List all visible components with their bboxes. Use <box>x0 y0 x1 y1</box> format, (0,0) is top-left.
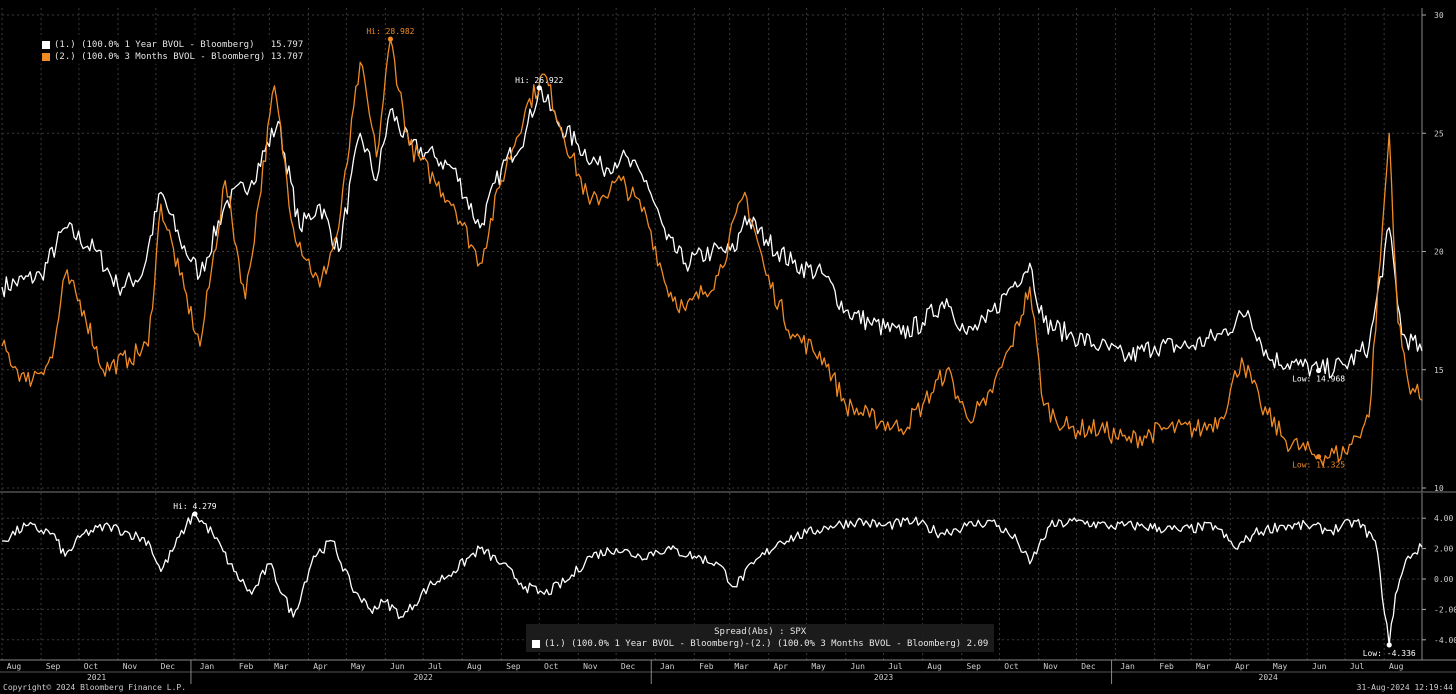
series-line-top-1 <box>1 38 1423 467</box>
x-tick-label-8: Apr <box>313 662 328 671</box>
legend-swatch-1y <box>42 41 50 49</box>
series-layer <box>1 38 1423 646</box>
x-tick-label-13: Sep <box>506 662 521 671</box>
x-year-label-0: 2021 <box>87 673 106 682</box>
x-tick-label-6: Feb <box>239 662 254 671</box>
hi-marker-top-0 <box>536 85 542 91</box>
legend-value-3m: 13.707 <box>270 52 304 62</box>
legend-item-3m: (2.) (100.0% 3 Months BVOL - Bloomberg) … <box>42 51 303 63</box>
x-tick-label-3: Nov <box>123 662 138 671</box>
x-tick-label-26: Oct <box>1004 662 1019 671</box>
x-year-label-1: 2022 <box>414 673 433 682</box>
legend-item-spread: (1.) (100.0% 1 Year BVOL - Bloomberg)-(2… <box>532 638 988 650</box>
top-legend: (1.) (100.0% 1 Year BVOL - Bloomberg) 15… <box>38 38 308 64</box>
y-tick-label-bottom-4: 4.00 <box>1434 514 1453 523</box>
x-tick-label-5: Jan <box>200 662 215 671</box>
hi-low-markers: Hi: 26.922 Low: 14.968 Hi: 28.982 Low: 11.3… <box>173 27 1416 658</box>
x-tick-label-20: Apr <box>774 662 789 671</box>
x-tick-label-35: Jul <box>1350 662 1365 671</box>
grid-lines <box>1 8 1422 660</box>
x-tick-label-1: Sep <box>46 662 61 671</box>
hi-label-top-0: Hi: 26.922 <box>515 76 563 85</box>
x-tick-label-11: Jul <box>428 662 443 671</box>
hi-label-top-1: Hi: 28.982 <box>366 27 414 36</box>
x-tick-label-19: Mar <box>734 662 749 671</box>
legend-value-spread: 2.09 <box>966 639 989 649</box>
y-tick-label-top-0: 10 <box>1434 484 1444 493</box>
x-year-label-2: 2023 <box>874 673 893 682</box>
x-tick-label-18: Feb <box>699 662 714 671</box>
y-tick-label-top-4: 30 <box>1434 11 1444 20</box>
x-tick-label-4: Dec <box>161 662 176 671</box>
x-year-label-3: 2024 <box>1259 673 1278 682</box>
y-tick-label-top-3: 25 <box>1434 129 1444 138</box>
x-tick-label-16: Dec <box>621 662 636 671</box>
y-tick-label-bottom-2: 0.00 <box>1434 575 1453 584</box>
series-line-bottom-0 <box>1 513 1423 646</box>
x-tick-label-31: Mar <box>1196 662 1211 671</box>
x-tick-label-10: Jun <box>390 662 405 671</box>
legend-swatch-3m <box>42 53 50 61</box>
timestamp-text: 31-Aug-2024 12:19:44 <box>1356 683 1453 692</box>
legend-value-1y: 15.797 <box>270 40 304 50</box>
hi-label-bottom-0: Hi: 4.279 <box>173 502 217 511</box>
x-tick-label-21: May <box>811 662 826 671</box>
y-tick-label-bottom-0: -4.00 <box>1434 636 1456 645</box>
x-tick-label-7: Mar <box>274 662 289 671</box>
legend-label-spread: (1.) (100.0% 1 Year BVOL - Bloomberg)-(2… <box>544 639 962 649</box>
hi-marker-top-1 <box>387 36 394 42</box>
y-tick-label-top-1: 15 <box>1434 366 1444 375</box>
x-tick-label-30: Feb <box>1159 662 1174 671</box>
y-tick-label-bottom-3: 2.00 <box>1434 545 1453 554</box>
x-tick-label-24: Aug <box>927 662 942 671</box>
legend-swatch-spread <box>532 640 540 648</box>
y-tick-label-top-2: 20 <box>1434 248 1444 257</box>
x-tick-label-25: Sep <box>966 662 981 671</box>
x-tick-label-0: Aug <box>7 662 22 671</box>
x-tick-label-17: Jan <box>660 662 675 671</box>
y-tick-label-bottom-1: -2.00 <box>1434 605 1456 614</box>
low-label-top-1: Low: 11.325 <box>1292 461 1345 470</box>
hi-marker-bottom-0 <box>192 511 198 517</box>
copyright-text: Copyright© 2024 Bloomberg Finance L.P. <box>3 683 187 692</box>
bottom-legend: Spread(Abs) : SPX (1.) (100.0% 1 Year BV… <box>526 624 995 652</box>
legend-label-1y: (1.) (100.0% 1 Year BVOL - Bloomberg) <box>54 40 255 50</box>
x-tick-label-23: Jul <box>888 662 903 671</box>
x-tick-label-33: May <box>1273 662 1288 671</box>
x-tick-label-2: Oct <box>84 662 99 671</box>
axes: Aug Sep Oct Nov Dec Jan Feb Mar Apr May Jun Jul Aug S… <box>0 8 1456 684</box>
x-tick-label-9: May <box>351 662 366 671</box>
x-tick-label-36: Aug <box>1389 662 1404 671</box>
low-label-top-0: Low: 14.968 <box>1292 375 1345 384</box>
x-tick-label-22: Jun <box>850 662 865 671</box>
low-marker-top-1 <box>1315 454 1322 460</box>
series-line-top-0 <box>1 87 1423 379</box>
x-tick-label-27: Nov <box>1043 662 1058 671</box>
low-label-bottom-0: Low: -4.336 <box>1363 649 1416 658</box>
x-tick-label-15: Nov <box>583 662 598 671</box>
legend-label-3m: (2.) (100.0% 3 Months BVOL - Bloomberg) <box>54 52 266 62</box>
legend-item-1y: (1.) (100.0% 1 Year BVOL - Bloomberg) 15… <box>42 39 303 51</box>
x-tick-label-28: Dec <box>1081 662 1096 671</box>
spread-legend-title: Spread(Abs) : SPX <box>714 627 807 637</box>
low-marker-bottom-0 <box>1386 642 1392 648</box>
x-tick-label-32: Apr <box>1235 662 1250 671</box>
x-tick-label-12: Aug <box>467 662 482 671</box>
x-tick-label-14: Oct <box>544 662 559 671</box>
x-tick-label-34: Jun <box>1312 662 1327 671</box>
x-tick-label-29: Jan <box>1120 662 1135 671</box>
low-marker-top-0 <box>1315 367 1322 374</box>
